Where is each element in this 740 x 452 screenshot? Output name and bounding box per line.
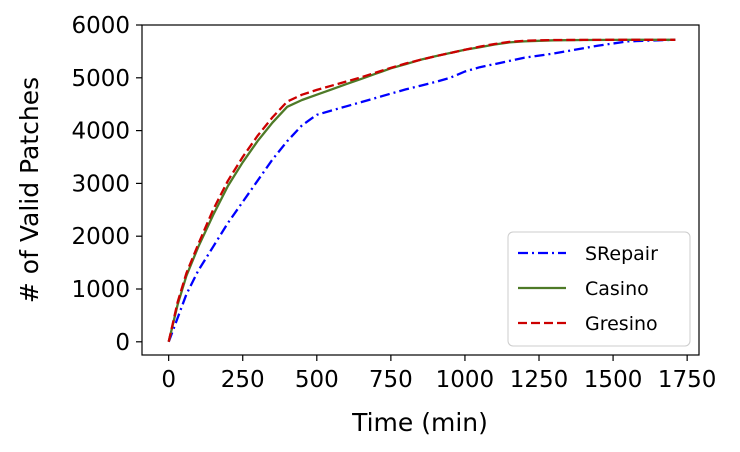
y-tick-label: 0 <box>115 330 130 356</box>
y-tick-label: 5000 <box>71 66 130 92</box>
series-layer <box>167 38 676 343</box>
legend-label-gresino: Gresino <box>585 313 658 335</box>
x-tick-label: 1250 <box>510 367 569 393</box>
legend-label-srepair: SRepair <box>585 243 658 265</box>
legend-label-casino: Casino <box>585 278 649 300</box>
legend-frame <box>507 231 691 347</box>
y-tick-label: 4000 <box>71 119 130 145</box>
y-tick-label: 2000 <box>71 224 130 250</box>
x-tick-label: 500 <box>295 367 339 393</box>
y-axis-label: # of Valid Patches <box>15 77 44 303</box>
series-line-gresino <box>167 38 676 343</box>
x-axis-label: Time (min) <box>351 408 488 437</box>
x-tick-label: 1000 <box>436 367 495 393</box>
x-tick-label: 750 <box>369 367 413 393</box>
x-tick-label: 1500 <box>584 367 643 393</box>
series-line-srepair <box>167 38 676 343</box>
x-tick-label: 0 <box>161 367 176 393</box>
legend-items: SRepair Casino Gresino <box>518 243 658 335</box>
legend: SRepair Casino Gresino <box>507 231 691 347</box>
x-axis: 0 250 500 750 1000 1250 1500 1750 <box>161 355 716 393</box>
x-tick-label: 1750 <box>658 367 717 393</box>
plot-area-frame <box>141 24 700 356</box>
y-tick-label: 3000 <box>71 171 130 197</box>
y-tick-label: 1000 <box>71 277 130 303</box>
y-axis: 0 1000 2000 3000 4000 5000 6000 <box>71 13 142 356</box>
y-tick-label: 6000 <box>71 13 130 39</box>
x-tick-label: 250 <box>221 367 265 393</box>
